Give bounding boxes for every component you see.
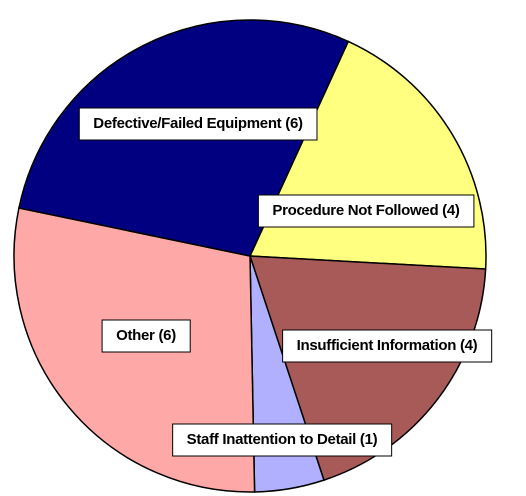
labels: Procedure Not Followed (4) Insufficient I… [78, 107, 493, 457]
label-box [282, 329, 493, 363]
slice-label: Other (6) [116, 327, 176, 344]
slice-label: Defective/Failed Equipment (6) [93, 115, 303, 132]
slice-label: Staff Inattention to Detail (1) [187, 431, 378, 448]
label-box [257, 194, 475, 228]
label-box [101, 319, 191, 353]
slice-label: Procedure Not Followed (4) [272, 202, 460, 219]
label-box [172, 423, 393, 457]
slices [13, 19, 487, 493]
label-box [78, 107, 318, 141]
slice-label: Insufficient Information (4) [297, 337, 478, 354]
